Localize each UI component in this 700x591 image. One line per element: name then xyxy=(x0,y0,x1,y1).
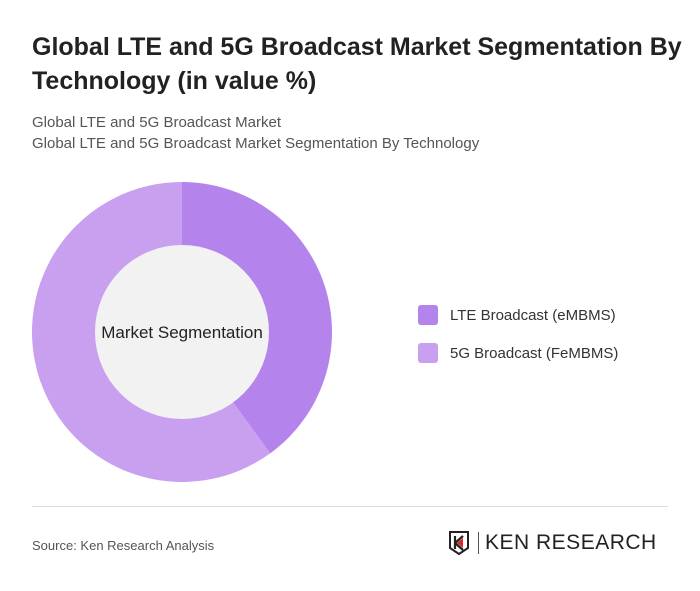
legend-swatch xyxy=(418,305,438,325)
legend-item-5g[interactable]: 5G Broadcast (FeMBMS) xyxy=(418,342,618,364)
chart-subtitle: Global LTE and 5G Broadcast Market xyxy=(32,114,282,131)
source-note: Source: Ken Research Analysis xyxy=(32,538,215,553)
legend-label: 5G Broadcast (FeMBMS) xyxy=(450,344,619,362)
logo-icon xyxy=(449,531,469,556)
chart-title: Global LTE and 5G Broadcast Market Segme… xyxy=(32,33,682,95)
chart-subtitle-2: Global LTE and 5G Broadcast Market Segme… xyxy=(32,135,480,152)
legend-label: LTE Broadcast (eMBMS) xyxy=(450,306,616,324)
legend-swatch xyxy=(418,343,438,363)
legend: LTE Broadcast (eMBMS) 5G Broadcast (FeMB… xyxy=(418,304,618,380)
center-label: Market Segmentation xyxy=(101,323,263,342)
divider xyxy=(32,506,668,507)
logo-text: KEN RESEARCH xyxy=(478,532,657,554)
ken-research-logo: KEN RESEARCH xyxy=(448,530,657,556)
donut-chart: Market Segmentation xyxy=(31,182,332,482)
legend-item-lte[interactable]: LTE Broadcast (eMBMS) xyxy=(418,304,618,326)
donut-hole xyxy=(95,245,269,419)
